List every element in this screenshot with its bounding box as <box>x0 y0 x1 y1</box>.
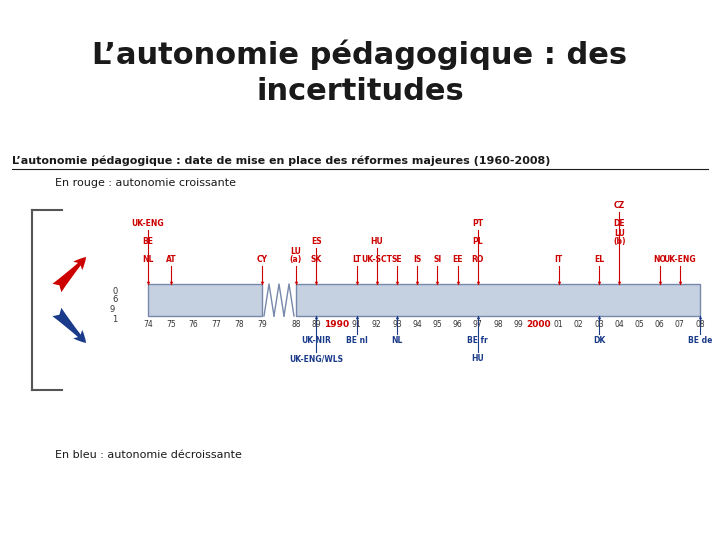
Text: BE de: BE de <box>688 336 712 345</box>
Text: UK-ENG: UK-ENG <box>132 219 164 228</box>
Text: RO: RO <box>472 255 484 264</box>
Text: 98: 98 <box>493 320 503 329</box>
Text: 2000: 2000 <box>526 320 551 329</box>
Text: NL: NL <box>143 255 153 264</box>
Text: 96: 96 <box>453 320 462 329</box>
Text: BE nl: BE nl <box>346 336 367 345</box>
Text: 1990: 1990 <box>324 320 349 329</box>
Text: DE: DE <box>613 219 625 228</box>
Text: DK: DK <box>593 336 605 345</box>
Text: 91: 91 <box>352 320 361 329</box>
Text: 01: 01 <box>554 320 564 329</box>
Text: 07: 07 <box>675 320 685 329</box>
Text: LU
(b): LU (b) <box>613 229 626 246</box>
Bar <box>296 284 700 316</box>
Text: PL: PL <box>472 237 483 246</box>
Text: 97: 97 <box>473 320 482 329</box>
Bar <box>148 284 262 316</box>
Text: CY: CY <box>256 255 268 264</box>
Text: HU: HU <box>370 237 383 246</box>
Text: 88: 88 <box>292 320 301 329</box>
Text: 76: 76 <box>189 320 199 329</box>
Text: BE fr: BE fr <box>467 336 488 345</box>
Text: 1: 1 <box>112 315 117 325</box>
Text: LU
(a): LU (a) <box>290 247 302 264</box>
Text: 78: 78 <box>235 320 244 329</box>
Text: 02: 02 <box>574 320 584 329</box>
Text: IS: IS <box>413 255 421 264</box>
Text: IT: IT <box>554 255 563 264</box>
Text: UK-ENG: UK-ENG <box>664 255 696 264</box>
Text: 05: 05 <box>634 320 644 329</box>
Text: SE: SE <box>392 255 402 264</box>
Text: 03: 03 <box>594 320 604 329</box>
Text: En rouge : autonomie croissante: En rouge : autonomie croissante <box>55 178 236 188</box>
Text: HU: HU <box>472 354 484 363</box>
Text: L’autonomie pédagogique : date de mise en place des réformes majeures (1960-2008: L’autonomie pédagogique : date de mise e… <box>12 155 550 165</box>
Text: 95: 95 <box>433 320 442 329</box>
Text: 75: 75 <box>166 320 176 329</box>
Text: 79: 79 <box>257 320 267 329</box>
Text: NL: NL <box>391 336 402 345</box>
Text: SI: SI <box>433 255 441 264</box>
Text: 08: 08 <box>696 320 705 329</box>
Text: 74: 74 <box>143 320 153 329</box>
Text: ES: ES <box>311 237 322 246</box>
Text: NO: NO <box>653 255 666 264</box>
Text: 77: 77 <box>212 320 221 329</box>
Text: 6: 6 <box>112 295 117 305</box>
Text: 93: 93 <box>392 320 402 329</box>
Text: AT: AT <box>166 255 176 264</box>
Text: 89: 89 <box>311 320 321 329</box>
Text: UK-NIR: UK-NIR <box>301 336 331 345</box>
Text: EL: EL <box>594 255 604 264</box>
Bar <box>264 282 294 318</box>
Text: 04: 04 <box>614 320 624 329</box>
Text: LT: LT <box>352 255 361 264</box>
Text: 0: 0 <box>112 287 117 296</box>
Text: 06: 06 <box>654 320 665 329</box>
Text: 9: 9 <box>109 306 114 314</box>
Text: 94: 94 <box>413 320 422 329</box>
Text: UK-SCT: UK-SCT <box>361 255 392 264</box>
Text: UK-ENG/WLS: UK-ENG/WLS <box>289 354 343 363</box>
Text: CZ: CZ <box>613 201 625 210</box>
Text: PT: PT <box>472 219 483 228</box>
Text: SK: SK <box>310 255 322 264</box>
Text: 92: 92 <box>372 320 382 329</box>
Text: BE: BE <box>143 237 153 246</box>
Text: 99: 99 <box>513 320 523 329</box>
Text: EE: EE <box>452 255 463 264</box>
Text: L’autonomie pédagogique : des
incertitudes: L’autonomie pédagogique : des incertitud… <box>92 40 628 106</box>
Text: En bleu : autonomie décroissante: En bleu : autonomie décroissante <box>55 450 242 460</box>
